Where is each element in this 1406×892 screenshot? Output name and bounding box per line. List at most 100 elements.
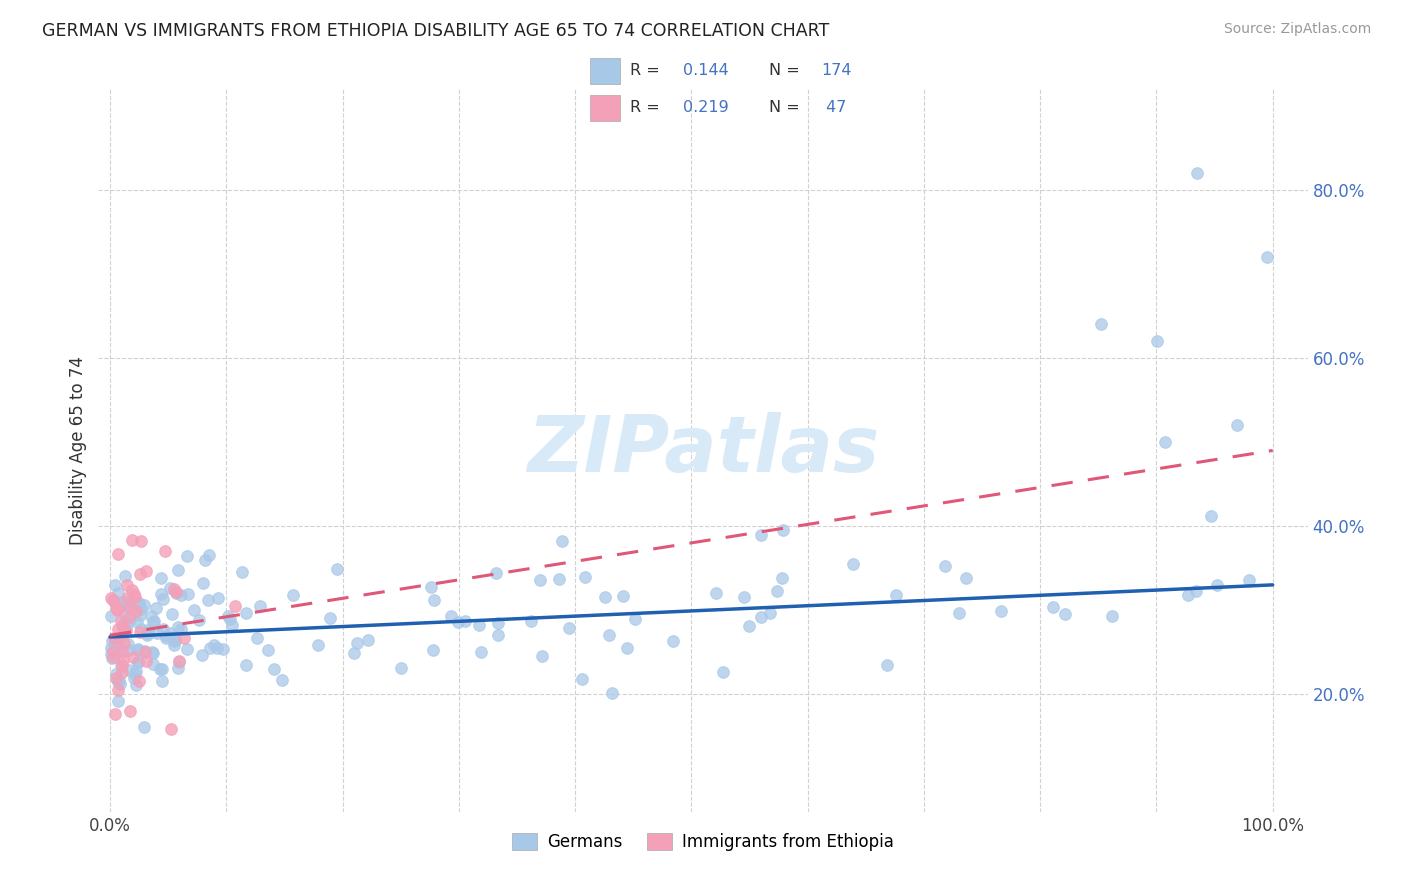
Point [485, 566, 508, 581]
Point [111, 645, 134, 659]
Text: 0.144: 0.144 [683, 63, 728, 78]
Point [163, 639, 186, 653]
Point [197, 592, 219, 607]
Point [1237, 573, 1260, 587]
Point [125, 604, 148, 618]
Point [150, 662, 173, 676]
Point [112, 635, 135, 649]
Point [711, 665, 734, 679]
Point [235, 606, 257, 620]
Point [191, 648, 214, 663]
Point [955, 571, 977, 585]
Text: N =: N = [769, 100, 804, 115]
Point [129, 622, 152, 636]
FancyBboxPatch shape [591, 58, 620, 84]
Point [136, 623, 159, 637]
Point [558, 621, 581, 635]
Point [183, 602, 205, 616]
Point [531, 648, 554, 663]
Point [150, 587, 173, 601]
Point [486, 616, 509, 631]
Point [1185, 166, 1208, 180]
Point [221, 618, 243, 632]
FancyBboxPatch shape [591, 95, 620, 120]
Point [110, 658, 132, 673]
Point [107, 547, 129, 561]
Point [842, 558, 865, 572]
Point [134, 644, 156, 658]
Point [107, 585, 129, 599]
Point [160, 607, 183, 621]
Point [136, 626, 159, 640]
Point [307, 638, 329, 652]
Point [759, 606, 782, 620]
Point [1226, 418, 1249, 433]
Text: 47: 47 [821, 100, 846, 115]
Point [257, 643, 280, 657]
Point [104, 707, 127, 722]
Text: N =: N = [769, 63, 804, 78]
Point [529, 573, 551, 587]
Point [141, 645, 163, 659]
Point [150, 673, 173, 688]
Point [422, 643, 444, 657]
Point [127, 655, 149, 669]
Point [593, 590, 616, 604]
Point [217, 609, 239, 624]
Point [163, 582, 186, 596]
Point [146, 626, 169, 640]
Text: Source: ZipAtlas.com: Source: ZipAtlas.com [1223, 22, 1371, 37]
Point [423, 593, 446, 607]
Point [1185, 584, 1208, 599]
Point [176, 549, 198, 563]
Text: ZIPatlas: ZIPatlas [527, 412, 879, 489]
Point [108, 673, 131, 687]
Point [127, 615, 149, 629]
Point [219, 612, 242, 626]
Point [231, 565, 253, 579]
Point [169, 655, 191, 669]
Point [1042, 600, 1064, 615]
Point [738, 619, 761, 633]
Point [107, 622, 129, 636]
Text: GERMAN VS IMMIGRANTS FROM ETHIOPIA DISABILITY AGE 65 TO 74 CORRELATION CHART: GERMAN VS IMMIGRANTS FROM ETHIOPIA DISAB… [42, 22, 830, 40]
Point [624, 611, 647, 625]
Point [571, 673, 593, 687]
Point [884, 589, 907, 603]
Point [150, 571, 173, 585]
Point [139, 609, 162, 624]
Point [107, 694, 129, 708]
Point [1177, 588, 1199, 602]
Point [103, 593, 125, 607]
Point [125, 664, 148, 678]
Point [114, 606, 136, 620]
Point [876, 658, 898, 673]
Point [440, 608, 463, 623]
Point [111, 665, 134, 679]
Point [152, 622, 174, 636]
Point [235, 657, 257, 672]
Point [246, 631, 269, 645]
Point [165, 586, 187, 600]
Point [107, 598, 129, 612]
Point [107, 682, 129, 697]
Point [149, 662, 172, 676]
Point [1146, 334, 1168, 349]
Point [159, 581, 181, 595]
Point [145, 601, 167, 615]
Point [122, 671, 145, 685]
Point [169, 655, 191, 669]
Point [105, 600, 128, 615]
Point [1154, 435, 1177, 450]
Point [159, 626, 181, 640]
Point [1205, 578, 1227, 592]
Point [100, 647, 122, 661]
Point [118, 705, 141, 719]
Text: 0.219: 0.219 [683, 100, 728, 115]
Point [115, 598, 138, 612]
Point [105, 672, 128, 686]
Point [202, 638, 225, 652]
Point [107, 641, 129, 656]
Point [249, 599, 271, 614]
Point [188, 613, 211, 627]
